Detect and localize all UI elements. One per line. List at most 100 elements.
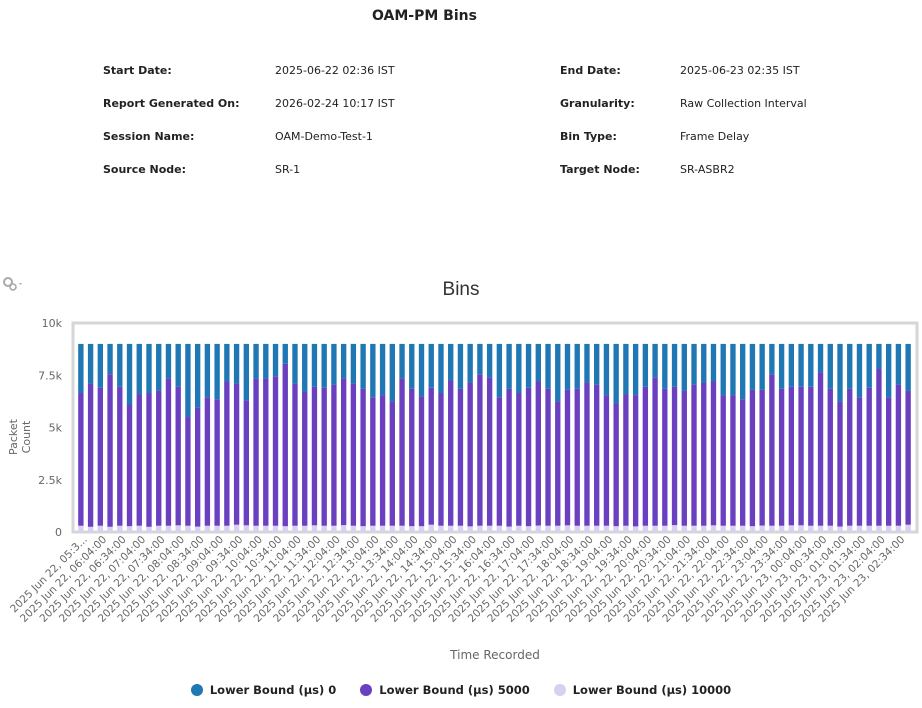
bar-segment-10000 <box>194 526 201 532</box>
bar-segment-5000 <box>564 389 571 526</box>
bar-segment-10000 <box>623 525 629 532</box>
bar-segment-10000 <box>370 525 376 532</box>
meta-label: Report Generated On: <box>103 97 240 110</box>
bar-segment-10000 <box>165 525 172 532</box>
bar-segment-0 <box>506 343 512 389</box>
bar-segment-10000 <box>214 525 220 532</box>
bar-segment-0 <box>496 343 503 398</box>
bar-segment-5000 <box>428 387 434 525</box>
bar-segment-5000 <box>321 387 327 526</box>
bar-segment-0 <box>516 343 522 394</box>
y-tick-label: 2.5k <box>38 474 62 487</box>
bar-segment-5000 <box>496 397 503 526</box>
bar-segment-0 <box>253 343 259 379</box>
bar-segment-5000 <box>136 394 142 526</box>
bar-segment-5000 <box>87 383 94 527</box>
bar-segment-0 <box>817 343 824 373</box>
bar-segment-0 <box>428 343 434 388</box>
bar-segment-0 <box>399 343 405 379</box>
bar-segment-10000 <box>574 525 580 532</box>
bar-segment-10000 <box>253 525 259 532</box>
bar-segment-10000 <box>594 525 600 532</box>
bar-segment-10000 <box>399 525 405 532</box>
bar-segment-5000 <box>360 388 366 527</box>
bar-segment-0 <box>827 343 833 389</box>
bar-segment-0 <box>584 343 590 383</box>
bar-segment-10000 <box>448 525 454 532</box>
bar-segment-10000 <box>525 526 532 532</box>
bar-segment-5000 <box>126 404 133 527</box>
bar-segment-5000 <box>146 393 152 527</box>
bar-segment-5000 <box>769 374 775 526</box>
bar-segment-10000 <box>438 525 444 532</box>
bar-segment-0 <box>87 343 94 384</box>
legend-swatch <box>553 684 566 696</box>
bar-segment-10000 <box>642 525 649 532</box>
gear-icon[interactable] <box>2 276 24 292</box>
bar-segment-0 <box>350 343 357 384</box>
bar-segment-0 <box>360 343 366 389</box>
legend-item[interactable]: Lower Bound (µs) 5000 <box>360 683 530 697</box>
bar-segment-5000 <box>681 390 687 526</box>
bar-segment-10000 <box>545 525 551 532</box>
bar-segment-5000 <box>224 381 230 526</box>
bar-segment-5000 <box>691 384 697 526</box>
bar-segment-10000 <box>78 525 84 532</box>
meta-label: Granularity: <box>560 97 635 110</box>
bar-segment-5000 <box>506 388 512 527</box>
bar-segment-5000 <box>175 386 181 526</box>
bar-segment-5000 <box>486 377 493 526</box>
bar-segment-0 <box>302 343 308 392</box>
bar-segment-10000 <box>798 525 804 532</box>
legend-label: Lower Bound (µs) 0 <box>209 683 337 697</box>
bar-segment-10000 <box>671 525 678 532</box>
bar-segment-5000 <box>233 383 240 525</box>
bar-segment-0 <box>185 343 191 418</box>
bar-segment-10000 <box>730 525 736 532</box>
bar-segment-10000 <box>788 525 795 532</box>
bar-segment-10000 <box>885 525 892 532</box>
bar-segment-10000 <box>233 524 240 532</box>
bar-segment-10000 <box>272 525 279 532</box>
bar-segment-5000 <box>409 388 415 527</box>
bar-segment-0 <box>156 343 162 391</box>
bar-segment-10000 <box>584 525 590 532</box>
bar-segment-10000 <box>360 526 366 532</box>
bar-segment-0 <box>905 343 911 391</box>
bar-segment-0 <box>224 343 230 382</box>
bar-segment-5000 <box>525 387 532 527</box>
bar-segment-5000 <box>331 384 337 526</box>
bar-segment-5000 <box>272 376 279 526</box>
bar-segment-0 <box>701 343 707 383</box>
bar-segment-5000 <box>379 395 386 526</box>
meta-value: SR-1 <box>275 163 301 176</box>
bar-segment-0 <box>204 343 211 398</box>
legend-item[interactable]: Lower Bound (µs) 0 <box>190 683 337 697</box>
bar-segment-0 <box>146 343 152 394</box>
bar-segment-10000 <box>895 525 902 532</box>
bar-segment-0 <box>311 343 318 387</box>
bar-segment-5000 <box>895 384 902 526</box>
legend-item[interactable]: Lower Bound (µs) 10000 <box>553 683 732 697</box>
bar-segment-10000 <box>662 525 668 532</box>
bar-segment-5000 <box>535 381 541 526</box>
bar-segment-10000 <box>681 525 687 532</box>
bar-segment-10000 <box>847 525 853 532</box>
bar-segment-5000 <box>603 395 610 526</box>
bar-segment-5000 <box>263 378 269 526</box>
bar-segment-10000 <box>263 525 269 532</box>
bar-segment-0 <box>847 343 853 389</box>
bar-segment-0 <box>243 343 249 401</box>
bar-segment-0 <box>438 343 444 394</box>
bar-segment-5000 <box>477 374 483 526</box>
bar-segment-10000 <box>632 526 639 532</box>
bar-segment-5000 <box>749 389 756 527</box>
bar-segment-5000 <box>662 388 668 526</box>
bar-segment-10000 <box>136 525 142 532</box>
bar-segment-5000 <box>720 395 726 526</box>
bar-segment-10000 <box>516 525 522 532</box>
bar-segment-10000 <box>856 525 863 532</box>
legend-label: Lower Bound (µs) 10000 <box>572 683 732 697</box>
bar-segment-10000 <box>457 525 464 532</box>
bar-segment-5000 <box>204 397 211 526</box>
